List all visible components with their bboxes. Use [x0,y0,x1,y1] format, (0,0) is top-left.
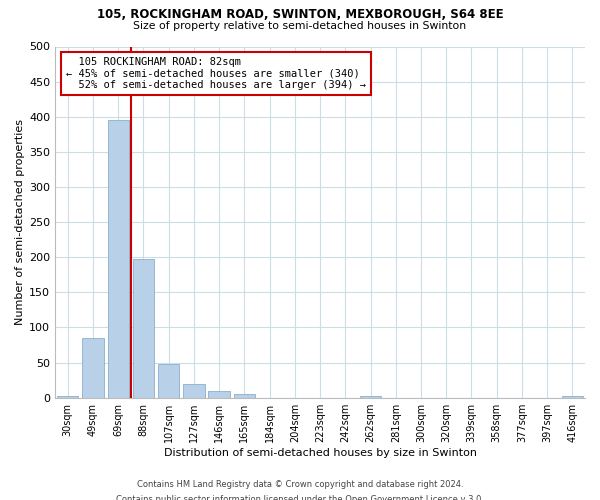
Bar [208,390,230,398]
Text: Contains public sector information licensed under the Open Government Licence v : Contains public sector information licen… [116,495,484,500]
Text: Size of property relative to semi-detached houses in Swinton: Size of property relative to semi-detach… [133,21,467,31]
Bar [57,396,79,398]
Bar [107,120,129,398]
Text: Contains HM Land Registry data © Crown copyright and database right 2024.: Contains HM Land Registry data © Crown c… [137,480,463,489]
Y-axis label: Number of semi-detached properties: Number of semi-detached properties [15,119,25,325]
Bar [158,364,179,398]
Bar [82,338,104,398]
Bar [360,396,381,398]
Bar [562,396,583,398]
Bar [233,394,255,398]
Bar [183,384,205,398]
Bar [133,260,154,398]
Text: 105 ROCKINGHAM ROAD: 82sqm
← 45% of semi-detached houses are smaller (340)
  52%: 105 ROCKINGHAM ROAD: 82sqm ← 45% of semi… [66,57,366,90]
Text: 105, ROCKINGHAM ROAD, SWINTON, MEXBOROUGH, S64 8EE: 105, ROCKINGHAM ROAD, SWINTON, MEXBOROUG… [97,8,503,20]
X-axis label: Distribution of semi-detached houses by size in Swinton: Distribution of semi-detached houses by … [164,448,476,458]
